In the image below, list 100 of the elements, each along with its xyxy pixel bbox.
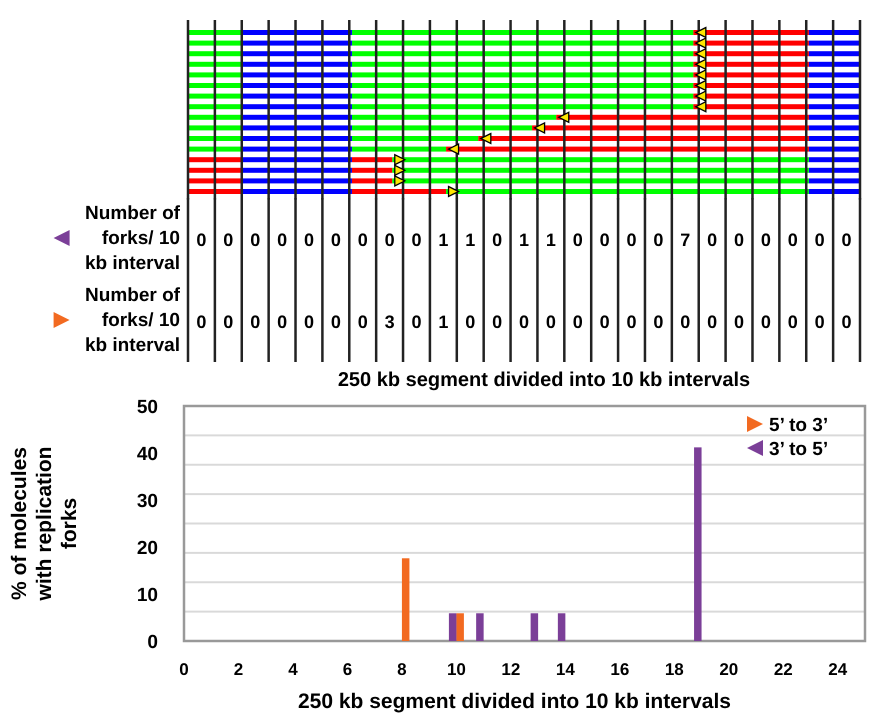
bar <box>476 613 484 641</box>
bar <box>242 136 352 141</box>
x-tick-label: 4 <box>288 660 298 679</box>
data-label: 0 <box>330 230 341 250</box>
bar <box>530 613 538 641</box>
data-label: 0 <box>196 312 206 332</box>
y-tick-label: Number of forks/ 10 kb interval <box>84 203 181 274</box>
data-label: 0 <box>250 230 260 250</box>
data-label: 0 <box>600 312 610 332</box>
bar <box>188 168 242 173</box>
bar <box>352 157 392 162</box>
data-label: 0 <box>760 312 771 332</box>
bar <box>242 40 352 46</box>
bar <box>242 189 352 194</box>
bar <box>242 51 352 56</box>
x-tick-label: 20 <box>719 660 738 679</box>
bar <box>558 613 566 641</box>
data-label: 0 <box>546 312 556 332</box>
data-label: 1 <box>438 230 448 250</box>
bar <box>188 125 242 130</box>
data-label: 0 <box>653 312 664 332</box>
y-tick-label: 0 <box>147 632 158 653</box>
data-label: 0 <box>760 230 771 250</box>
bar <box>188 104 242 110</box>
bar <box>242 178 352 184</box>
data-label: 0 <box>572 230 583 250</box>
data-label: 0 <box>465 312 476 332</box>
data-label: 0 <box>626 230 637 250</box>
data-label: 0 <box>707 230 718 250</box>
bar <box>188 94 242 99</box>
data-label: 0 <box>223 312 234 332</box>
x-tick-label: 24 <box>828 660 848 679</box>
data-label: 0 <box>330 312 341 332</box>
bar <box>808 178 860 184</box>
data-label: 0 <box>707 312 718 332</box>
bar <box>188 114 242 120</box>
bar <box>188 72 242 78</box>
data-label: 1 <box>465 230 476 250</box>
x-tick-label: 12 <box>501 660 520 679</box>
data-label: 0 <box>411 230 422 250</box>
data-label: 0 <box>653 230 664 250</box>
bar <box>188 157 242 162</box>
data-label: 0 <box>734 230 744 250</box>
data-label: 0 <box>223 230 234 250</box>
bar <box>808 114 860 120</box>
legend-label: 3’ to 5’ <box>769 439 828 460</box>
y-tick-label: 10 <box>136 585 158 606</box>
bar <box>242 168 352 173</box>
y-tick-label: 30 <box>136 491 158 512</box>
data-label: 0 <box>626 312 637 332</box>
y-tick-label: 50 <box>136 397 158 418</box>
data-label: 0 <box>384 230 395 250</box>
bar <box>448 613 456 641</box>
data-label: 0 <box>814 230 825 250</box>
x-tick-label: 6 <box>342 660 352 679</box>
y-tick-label: 20 <box>136 538 158 559</box>
data-label: 7 <box>680 230 690 250</box>
bar <box>188 51 242 56</box>
bar <box>242 146 352 152</box>
bar <box>808 136 860 141</box>
bar <box>456 613 464 641</box>
data-label: 0 <box>680 312 690 332</box>
data-label: 1 <box>438 312 448 332</box>
data-label: 1 <box>518 230 530 250</box>
x-tick-label: 10 <box>446 660 466 679</box>
bar <box>352 178 392 184</box>
bar <box>694 447 702 641</box>
data-label: 0 <box>842 230 852 250</box>
bar <box>242 62 352 67</box>
data-label: 0 <box>518 312 530 332</box>
data-label: 0 <box>842 312 852 332</box>
x-tick-label: 16 <box>610 660 630 679</box>
data-label: 0 <box>196 230 206 250</box>
data-label: 1 <box>546 230 556 250</box>
bar <box>242 114 352 120</box>
y-axis-title: % of molecules with replication forks <box>8 446 81 602</box>
bar <box>808 146 860 152</box>
data-label: 0 <box>788 312 798 332</box>
x-axis-title: 250 kb segment divided into 10 kb intervals <box>338 369 750 391</box>
bar <box>188 136 242 141</box>
bar <box>188 178 242 184</box>
bar <box>188 62 242 67</box>
data-label: 0 <box>572 312 583 332</box>
data-label: 0 <box>304 312 314 332</box>
x-tick-label: 18 <box>664 660 684 679</box>
bar <box>808 157 860 162</box>
x-tick-label: 2 <box>234 660 244 679</box>
bar <box>242 94 352 99</box>
data-label: 0 <box>492 312 502 332</box>
data-label: 0 <box>600 230 610 250</box>
x-tick-label: 22 <box>774 660 793 679</box>
bar <box>808 125 860 130</box>
bar <box>242 30 352 35</box>
x-tick-label: 14 <box>556 660 576 679</box>
bar <box>188 83 242 88</box>
x-axis-title: 250 kb segment divided into 10 kb intervals <box>298 690 731 713</box>
data-label: 0 <box>250 312 260 332</box>
bar <box>242 72 352 78</box>
bar <box>808 189 860 194</box>
data-label: 0 <box>358 312 368 332</box>
